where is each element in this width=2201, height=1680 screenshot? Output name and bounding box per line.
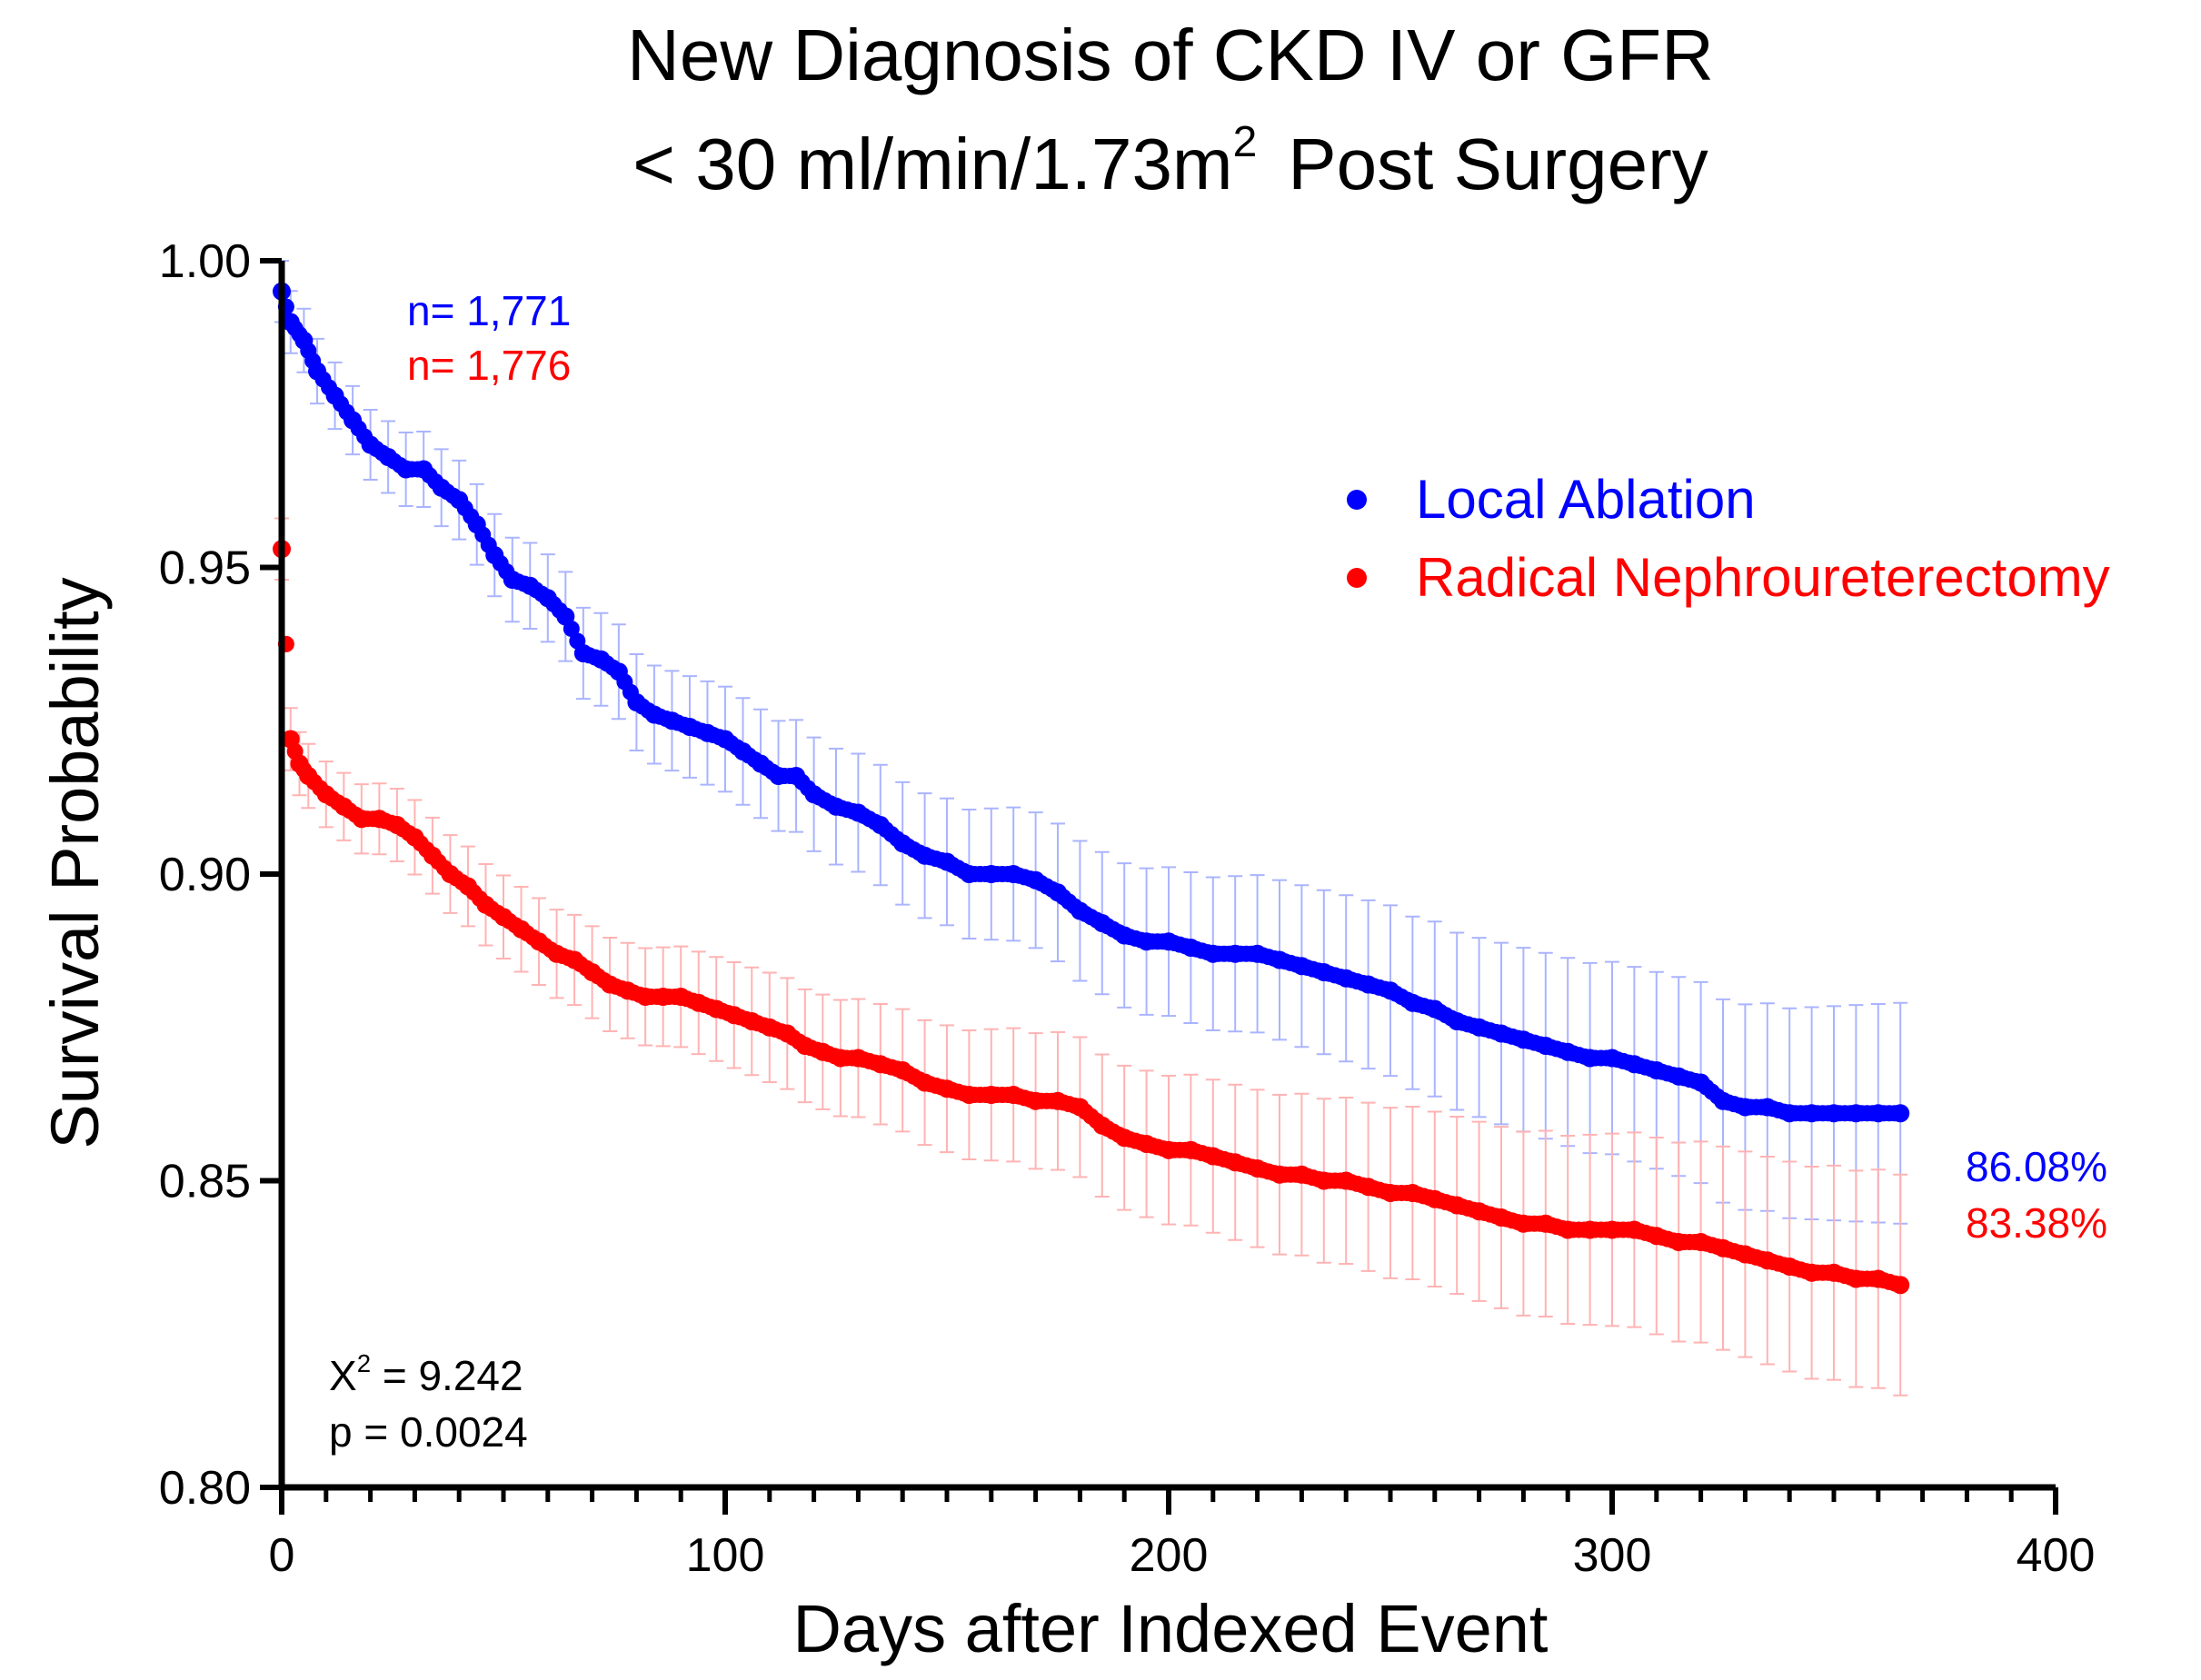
chi-square-sup: 2 — [357, 1349, 371, 1377]
data-point-local-ablation — [1891, 1104, 1910, 1123]
n-label-radical-nephroureterectomy: n= 1,776 — [407, 342, 571, 389]
legend-label-local-ablation: Local Ablation — [1416, 469, 1756, 530]
y-tick-label: 0.90 — [159, 849, 251, 901]
chart-title-line2: < 30 ml/min/1.73m2 Post Surgery — [632, 118, 1708, 204]
y-axis-label: Survival Probability — [37, 577, 113, 1148]
y-tick-label: 0.85 — [159, 1156, 251, 1208]
x-tick-label: 0 — [269, 1529, 295, 1582]
chart-title-line1: New Diagnosis of CKD IV or GFR — [627, 15, 1714, 95]
x-axis-label: Days after Indexed Event — [793, 1591, 1549, 1666]
x-tick-label: 100 — [686, 1529, 765, 1582]
chart-title-line2-prefix: < 30 ml/min/1.73m — [632, 124, 1232, 204]
x-tick-label: 400 — [2017, 1529, 2096, 1582]
chi-square-value: = 9.242 — [371, 1352, 523, 1399]
curve-dot-local-ablation — [563, 621, 580, 637]
data-point-radical-nephroureterectomy — [1891, 1276, 1910, 1295]
p-value-annotation: p = 0.0024 — [329, 1408, 528, 1456]
chi-square-annotation: X2 = 9.242 — [329, 1349, 523, 1399]
legend-marker-radical-nephroureterectomy — [1347, 568, 1367, 588]
final-label-local-ablation: 86.08% — [1966, 1143, 2107, 1190]
legend-marker-local-ablation — [1347, 490, 1367, 510]
y-tick-label: 0.80 — [159, 1462, 251, 1515]
error-bars-layer — [274, 260, 1908, 1397]
chart-title-line2-sup: 2 — [1233, 118, 1258, 166]
legend: Local Ablation Radical Nephroureterectom… — [1347, 469, 2110, 608]
final-label-radical-nephroureterectomy: 83.38% — [1966, 1199, 2107, 1247]
points-layer — [273, 282, 1910, 1295]
y-tick-label: 0.95 — [159, 542, 251, 595]
y-tick-label: 1.00 — [159, 235, 251, 288]
x-tick-label: 300 — [1573, 1529, 1652, 1582]
x-tick-label: 200 — [1130, 1529, 1209, 1582]
n-label-local-ablation: n= 1,771 — [407, 287, 571, 334]
chi-square-prefix: X — [329, 1352, 357, 1399]
legend-label-radical-nephroureterectomy: Radical Nephroureterectomy — [1416, 547, 2110, 608]
axes-layer: 0.80 0.85 0.90 0.95 1.00 0 100 200 300 400 — [159, 235, 2096, 1582]
chart-title-line2-suffix: Post Surgery — [1288, 124, 1708, 204]
